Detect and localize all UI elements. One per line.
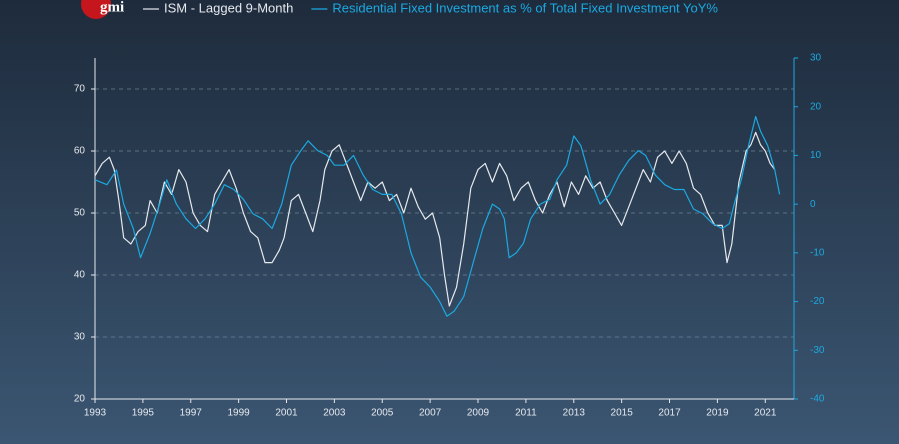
x-tick-label: 2019 <box>706 408 729 419</box>
x-tick-label: 1995 <box>132 408 155 419</box>
series-line <box>94 131 776 307</box>
x-tick-label: 2021 <box>754 408 777 419</box>
series-line <box>94 115 781 317</box>
logo-mark <box>81 0 111 19</box>
y-tick-label: 40 <box>74 270 86 281</box>
logo: gmi <box>100 0 124 15</box>
y-tick-label: 70 <box>74 84 86 95</box>
x-tick-label: 2013 <box>563 408 586 419</box>
legend-label: ISM - Lagged 9-Month <box>164 0 293 15</box>
y2-tick-label: 20 <box>810 101 822 112</box>
x-tick-label: 2007 <box>419 408 442 419</box>
y2-tick-label: -20 <box>810 296 825 307</box>
y2-tick-label: 30 <box>810 53 822 64</box>
y-tick-label: 30 <box>74 332 86 343</box>
x-tick-label: 2005 <box>371 408 394 419</box>
x-tick-label: 2001 <box>275 408 298 419</box>
y2-tick-label: 10 <box>810 150 822 161</box>
x-tick-label: 1999 <box>228 408 251 419</box>
x-tick-label: 1997 <box>180 408 203 419</box>
x-tick-label: 2011 <box>515 408 537 419</box>
y-tick-label: 60 <box>74 146 86 157</box>
x-tick-label: 2009 <box>467 408 490 419</box>
legend-label: Residential Fixed Investment as % of Tot… <box>332 0 718 15</box>
x-tick-label: 2015 <box>611 408 634 419</box>
x-tick-label: 2017 <box>658 408 681 419</box>
y-tick-label: 20 <box>74 394 86 405</box>
y2-tick-label: 0 <box>810 199 816 210</box>
x-tick-label: 2003 <box>323 408 346 419</box>
x-tick-label: 1993 <box>84 408 107 419</box>
y2-tick-label: -10 <box>810 247 825 258</box>
y2-tick-label: -40 <box>810 394 825 405</box>
y2-tick-label: -30 <box>810 345 825 356</box>
y-tick-label: 50 <box>74 208 86 219</box>
